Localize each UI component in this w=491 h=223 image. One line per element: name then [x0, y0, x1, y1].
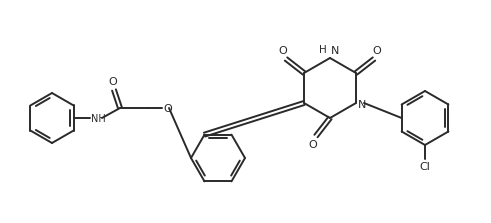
- Text: N: N: [358, 100, 366, 110]
- Text: N: N: [331, 46, 339, 56]
- Text: O: O: [109, 77, 117, 87]
- Text: Cl: Cl: [420, 162, 431, 172]
- Text: H: H: [319, 45, 327, 55]
- Text: NH: NH: [91, 114, 106, 124]
- Text: O: O: [279, 46, 287, 56]
- Text: O: O: [373, 46, 382, 56]
- Text: O: O: [309, 140, 317, 150]
- Text: O: O: [163, 104, 172, 114]
